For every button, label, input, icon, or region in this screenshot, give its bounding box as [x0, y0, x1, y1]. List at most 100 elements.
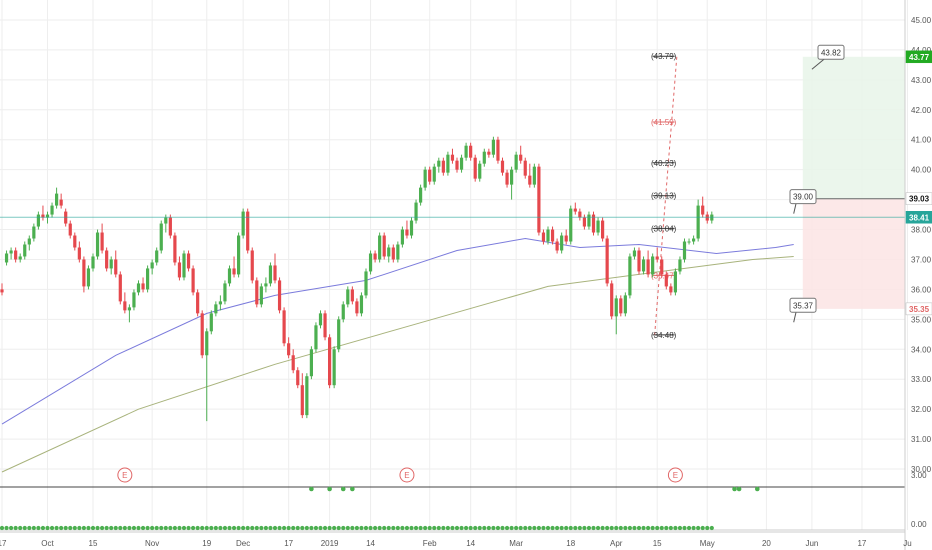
candle-body	[582, 217, 586, 227]
fib-level-label: (41.59)	[651, 118, 677, 127]
candle-body	[591, 214, 596, 233]
candle-body	[186, 253, 191, 269]
candle-body	[409, 220, 414, 236]
candle-body	[505, 172, 509, 185]
callout-0[interactable]: 43.82	[811, 44, 845, 70]
candle-body	[464, 145, 468, 158]
baseline-dot	[591, 525, 596, 531]
candle-body	[651, 256, 655, 275]
candle-body	[632, 250, 637, 257]
candle-body	[182, 253, 186, 278]
candle-body	[164, 217, 168, 224]
candle-body	[537, 166, 541, 233]
baseline-dot	[45, 525, 50, 531]
baseline-dot	[368, 525, 373, 531]
candle-body	[196, 292, 200, 314]
candle-body	[605, 238, 609, 284]
baseline-dot	[423, 525, 428, 531]
candle-body	[355, 301, 359, 314]
baseline-dot	[127, 525, 132, 531]
baseline-dot	[373, 525, 378, 531]
indicator-tick-label: 0.00	[911, 520, 927, 529]
candle-body	[687, 241, 691, 243]
fib-extension[interactable]: (43.79) (41.59) (40.23) (39.13) (38.04) (36.4…	[651, 52, 678, 340]
earnings-marker[interactable]: E	[117, 467, 133, 483]
baseline-dot	[627, 525, 633, 531]
candle-body	[578, 211, 582, 218]
candle-body	[364, 271, 368, 296]
y-tick-label: 35.00	[911, 315, 932, 324]
x-tick-label: 18	[566, 539, 575, 548]
stop-zone[interactable]	[802, 198, 905, 309]
earnings-marker[interactable]: E	[399, 467, 415, 483]
candle-body	[337, 319, 341, 350]
baseline-dot	[222, 525, 228, 531]
baseline-dot	[586, 525, 592, 531]
baseline-dot	[523, 525, 528, 531]
price-axis[interactable]: 45.0044.0043.0042.0041.0040.0039.0038.00…	[904, 0, 932, 550]
x-tick-label: Ju	[903, 539, 911, 548]
baseline-dot	[595, 525, 601, 531]
long-position-box[interactable]	[802, 56, 905, 309]
earnings-marker[interactable]: E	[667, 467, 683, 483]
price-tag[interactable]: 43.77	[905, 50, 932, 64]
candle-body	[473, 157, 477, 179]
candle-body	[346, 289, 350, 305]
baseline-dot	[122, 525, 127, 531]
candle-body	[0, 289, 4, 293]
price-tag[interactable]: 39.03	[905, 192, 932, 205]
price-tag[interactable]: 38.41	[905, 211, 932, 224]
fib-level-label: (36.47)	[651, 271, 677, 280]
baseline-dot	[354, 525, 359, 531]
baseline-dot	[336, 525, 341, 531]
x-tick-label: 17	[0, 539, 7, 548]
baseline-dot	[154, 525, 159, 531]
candle-body	[264, 283, 268, 287]
baseline-dot	[691, 525, 696, 531]
candle-body	[218, 301, 222, 305]
callout-2[interactable]: 35.37	[789, 297, 817, 323]
target-zone[interactable]	[802, 56, 905, 199]
candle-body	[300, 385, 304, 416]
candle-body	[596, 220, 600, 233]
time-axis[interactable]: 17 Oct 15 Nov 19 Dec 17 2019 14 Feb 14 Mar 18 Apr 15 Ma…	[0, 531, 912, 548]
baseline-dot	[9, 525, 14, 531]
baseline-dot	[54, 525, 59, 531]
baseline-dot	[213, 525, 218, 531]
baseline-dot	[486, 525, 491, 531]
baseline-dot	[404, 525, 410, 531]
baseline-dot	[268, 525, 273, 531]
baseline-dot	[272, 525, 278, 531]
candle-body	[373, 253, 377, 260]
candle-body	[323, 313, 327, 338]
candle-body	[232, 268, 236, 275]
callout-pointer	[793, 312, 797, 323]
candle-body	[159, 223, 163, 251]
baseline-dot	[491, 525, 496, 531]
candle-body	[432, 166, 436, 182]
candle-body	[305, 376, 309, 416]
price-callouts[interactable]: 43.82 39.00 35.37	[789, 44, 845, 323]
price-tag[interactable]: 35.35	[905, 302, 932, 316]
baseline-dot	[172, 525, 177, 531]
baseline-dot	[536, 525, 542, 531]
candle-body	[560, 235, 564, 251]
baseline-dot	[68, 525, 73, 531]
baseline-dot	[150, 525, 155, 531]
candle-body	[296, 370, 300, 386]
signal-dot	[309, 486, 314, 492]
candle-body	[487, 151, 491, 155]
y-tick-label: 45.00	[911, 16, 932, 25]
baseline-dot	[482, 525, 487, 531]
baseline-dot	[495, 525, 501, 531]
baseline-dot	[582, 525, 587, 531]
callout-1[interactable]: 39.00	[789, 189, 817, 214]
baseline-dot	[709, 525, 714, 531]
x-tick-label: 14	[466, 539, 475, 548]
baseline-dot	[345, 525, 350, 531]
baseline-dot	[441, 525, 446, 531]
candle-body	[619, 298, 623, 314]
baseline-dot	[436, 525, 441, 531]
